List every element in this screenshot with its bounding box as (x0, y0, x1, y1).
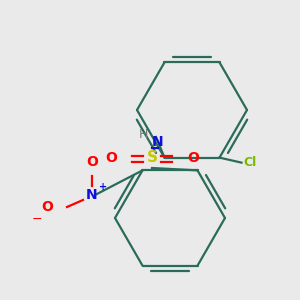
Text: +: + (99, 182, 107, 192)
Text: O: O (105, 151, 117, 165)
Text: Cl: Cl (244, 156, 257, 169)
Text: N: N (152, 135, 164, 149)
Text: O: O (86, 155, 98, 169)
Text: N: N (86, 188, 98, 202)
Text: O: O (41, 200, 53, 214)
Text: S: S (146, 151, 158, 166)
Text: O: O (187, 151, 199, 165)
Text: H: H (138, 128, 148, 140)
Text: −: − (32, 212, 42, 226)
